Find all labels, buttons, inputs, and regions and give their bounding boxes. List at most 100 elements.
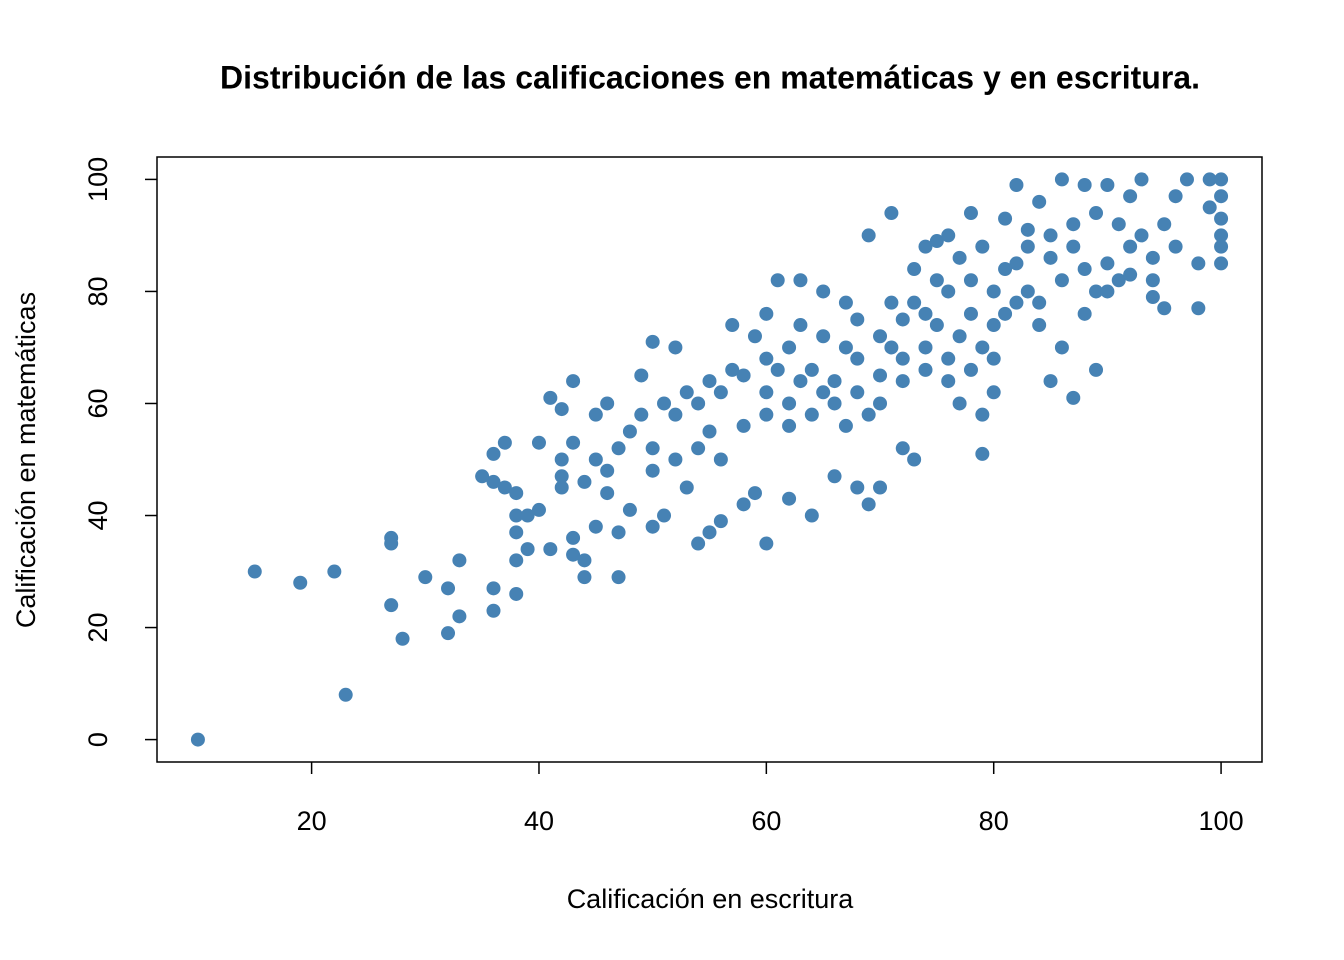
point	[1191, 256, 1206, 271]
point	[531, 435, 546, 450]
point	[861, 228, 876, 243]
x-tick-label: 100	[1199, 806, 1244, 836]
point	[759, 536, 774, 551]
point	[441, 626, 456, 641]
point	[452, 553, 467, 568]
point	[668, 340, 683, 355]
point	[759, 351, 774, 366]
point	[1123, 267, 1138, 282]
point	[963, 273, 978, 288]
point	[873, 368, 888, 383]
point	[634, 407, 649, 422]
point	[975, 340, 990, 355]
point	[1077, 262, 1092, 277]
point	[1145, 290, 1160, 305]
point	[645, 463, 660, 478]
point	[782, 491, 797, 506]
point	[759, 306, 774, 321]
point	[543, 390, 558, 405]
point	[963, 362, 978, 377]
point	[1202, 172, 1217, 187]
point	[691, 441, 706, 456]
point	[884, 340, 899, 355]
point	[702, 525, 717, 540]
point	[520, 542, 535, 557]
point	[747, 486, 762, 501]
point	[702, 374, 717, 389]
point	[804, 508, 819, 523]
point	[952, 250, 967, 265]
point	[1214, 239, 1229, 254]
point	[509, 508, 524, 523]
point	[645, 334, 660, 349]
point	[782, 418, 797, 433]
point	[918, 340, 933, 355]
point	[441, 581, 456, 596]
point	[566, 435, 581, 450]
point	[1066, 239, 1081, 254]
point	[622, 424, 637, 439]
point	[1145, 273, 1160, 288]
point	[600, 486, 615, 501]
point	[509, 553, 524, 568]
point	[1100, 178, 1115, 193]
point	[861, 497, 876, 512]
point	[1157, 217, 1172, 232]
point	[554, 402, 569, 417]
point	[827, 374, 842, 389]
point	[577, 553, 592, 568]
point	[941, 351, 956, 366]
point	[986, 385, 1001, 400]
point	[509, 486, 524, 501]
point	[1077, 306, 1092, 321]
point	[861, 407, 876, 422]
point	[657, 396, 672, 411]
point	[816, 329, 831, 344]
point	[1145, 250, 1160, 265]
point	[531, 502, 546, 517]
point	[668, 407, 683, 422]
point	[736, 418, 751, 433]
point	[1089, 284, 1104, 299]
y-tick-label: 0	[83, 732, 113, 747]
point	[577, 570, 592, 585]
point	[963, 206, 978, 221]
point	[645, 519, 660, 534]
point	[543, 542, 558, 557]
point	[566, 547, 581, 562]
point	[384, 598, 399, 613]
point	[713, 514, 728, 529]
point	[1202, 200, 1217, 215]
point	[895, 351, 910, 366]
y-tick-label: 100	[83, 157, 113, 202]
point	[952, 396, 967, 411]
point	[1123, 239, 1138, 254]
point	[1214, 189, 1229, 204]
point	[1157, 301, 1172, 316]
x-axis-label: Calificación en escritura	[567, 884, 855, 914]
point	[747, 329, 762, 344]
point	[509, 586, 524, 601]
y-axis-label: Calificación en matemáticas	[11, 292, 41, 628]
point	[907, 262, 922, 277]
point	[1100, 256, 1115, 271]
point	[907, 295, 922, 310]
point	[838, 340, 853, 355]
point	[895, 441, 910, 456]
point	[600, 396, 615, 411]
point	[929, 318, 944, 333]
point	[588, 519, 603, 534]
point	[1032, 295, 1047, 310]
point	[998, 211, 1013, 226]
point	[873, 480, 888, 495]
point	[884, 206, 899, 221]
point	[986, 318, 1001, 333]
point	[873, 329, 888, 344]
point	[600, 463, 615, 478]
point	[554, 480, 569, 495]
point	[1066, 217, 1081, 232]
point	[918, 362, 933, 377]
point	[1111, 273, 1126, 288]
point	[986, 284, 1001, 299]
point	[497, 435, 512, 450]
